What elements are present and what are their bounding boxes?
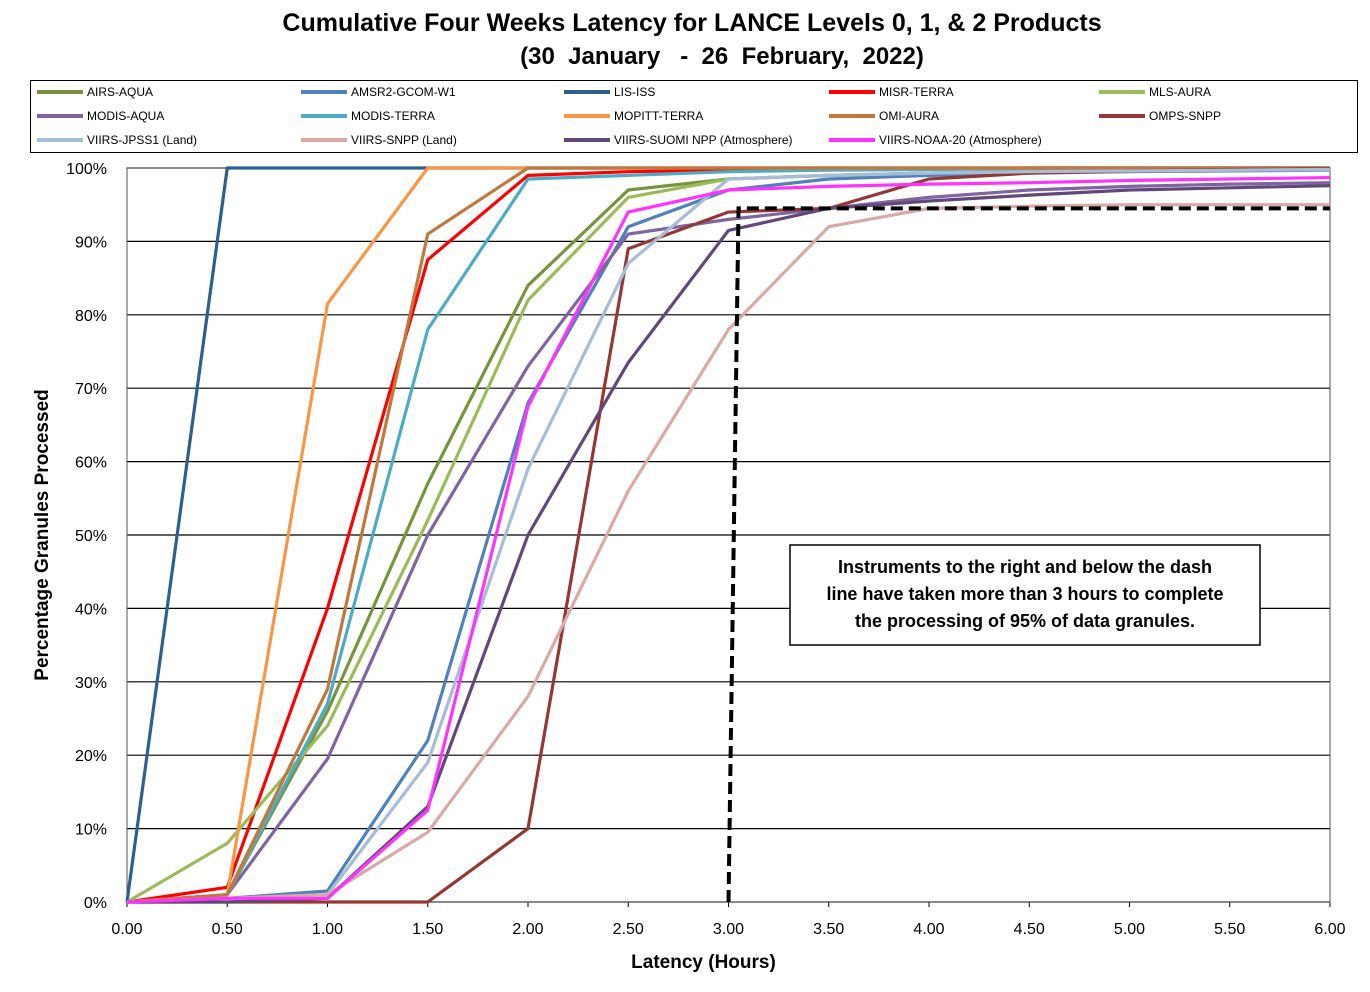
x-tick-label: 5.00	[1114, 921, 1145, 938]
legend-label: OMPS-SNPP	[1149, 109, 1222, 123]
x-tick-label: 5.50	[1214, 921, 1245, 938]
legend-swatch	[37, 90, 83, 94]
legend-label: MLS-AURA	[1149, 85, 1212, 99]
annotation-box	[789, 544, 1261, 646]
legend-swatch	[829, 90, 875, 94]
y-tick-label: 90%	[75, 234, 107, 251]
legend-swatch	[564, 90, 610, 94]
chart-subtitle: (30 January - 26 February, 2022)	[520, 43, 924, 70]
legend-swatch	[564, 138, 610, 142]
legend-item: VIIRS-NOAA-20 (Atmosphere)	[829, 130, 1042, 150]
legend-item: MISR-TERRA	[829, 82, 954, 102]
legend-item: AMSR2-GCOM-W1	[301, 82, 456, 102]
legend-swatch	[564, 114, 610, 118]
legend-swatch	[1099, 114, 1145, 118]
x-tick-label: 4.00	[913, 921, 944, 938]
x-tick-label: 6.00	[1314, 921, 1345, 938]
annotation-text-line: the processing of 95% of data granules.	[855, 611, 1195, 631]
legend-label: MODIS-AQUA	[87, 109, 165, 123]
legend-swatch	[37, 138, 83, 142]
x-tick-label: 4.50	[1014, 921, 1045, 938]
legend-swatch	[301, 114, 347, 118]
y-tick-label: 30%	[75, 675, 107, 692]
series-line-viirs-suomi-npp-atmosphere-	[127, 184, 1331, 904]
series-line-omi-aura	[126, 166, 1330, 904]
threshold-dashed-line	[726, 206, 1330, 903]
y-tick-label: 100%	[66, 161, 107, 178]
legend-swatch	[829, 114, 875, 118]
legend-swatch	[301, 138, 347, 142]
legend-label: VIIRS-SUOMI NPP (Atmosphere)	[614, 133, 793, 147]
legend-item: OMPS-SNPP	[1099, 106, 1221, 126]
series-line-modis-aqua	[126, 181, 1331, 904]
legend-label: AIRS-AQUA	[87, 85, 154, 99]
annotation-text-line: line have taken more than 3 hours to com…	[826, 584, 1223, 604]
x-axis-label: Latency (Hours)	[631, 952, 776, 973]
legend-label: MISR-TERRA	[879, 85, 954, 99]
x-tick-label: 1.00	[312, 921, 343, 938]
x-tick-label: 1.50	[412, 921, 443, 938]
series-line-viirs-noaa-20-atmosphere-	[126, 175, 1331, 904]
legend-label: LIS-ISS	[614, 85, 656, 99]
annotation-text-line: Instruments to the right and below the d…	[838, 557, 1212, 577]
legend-item: VIIRS-SUOMI NPP (Atmosphere)	[564, 130, 793, 150]
y-tick-label: 40%	[75, 601, 107, 618]
x-tick-label: 2.00	[512, 921, 543, 938]
legend-label: OMI-AURA	[879, 109, 939, 123]
legend-item: VIIRS-SNPP (Land)	[301, 130, 457, 150]
y-tick-label: 60%	[75, 455, 107, 472]
y-tick-label: 10%	[75, 822, 107, 839]
legend-swatch	[301, 90, 347, 94]
x-tick-label: 0.00	[111, 921, 142, 938]
legend-label: VIIRS-JPSS1 (Land)	[87, 133, 198, 147]
legend-label: AMSR2-GCOM-W1	[351, 85, 456, 99]
legend-swatch	[1099, 90, 1145, 94]
y-tick-label: 50%	[75, 528, 107, 545]
legend-item: VIIRS-JPSS1 (Land)	[37, 130, 197, 150]
series-line-viirs-snpp-land-	[126, 203, 1330, 904]
y-tick-label: 0%	[84, 895, 107, 912]
legend-label: MOPITT-TERRA	[614, 109, 704, 123]
x-tick-label: 3.50	[813, 921, 844, 938]
chart-title: Cumulative Four Weeks Latency for LANCE …	[282, 9, 1102, 37]
legend-item: MLS-AURA	[1099, 82, 1211, 102]
x-tick-label: 0.50	[212, 921, 243, 938]
y-tick-label: 80%	[75, 308, 107, 325]
legend-swatch	[37, 114, 83, 118]
y-axis-label: Percentage Granules Processed	[32, 389, 53, 680]
legend-label: VIIRS-NOAA-20 (Atmosphere)	[879, 133, 1042, 147]
x-tick-label: 3.00	[713, 921, 744, 938]
legend-item: MODIS-TERRA	[301, 106, 435, 126]
legend-label: MODIS-TERRA	[351, 109, 435, 123]
chart-legend: AIRS-AQUA AMSR2-GCOM-W1 LIS-ISS MISR-TERRA M…	[30, 80, 1358, 153]
legend-swatch	[829, 138, 875, 142]
legend-item: OMI-AURA	[829, 106, 939, 126]
y-tick-label: 70%	[75, 381, 107, 398]
legend-item: LIS-ISS	[564, 82, 655, 102]
legend-item: MODIS-AQUA	[37, 106, 164, 126]
legend-item: AIRS-AQUA	[37, 82, 153, 102]
legend-label: VIIRS-SNPP (Land)	[351, 133, 457, 147]
legend-item: MOPITT-TERRA	[564, 106, 703, 126]
x-tick-label: 2.50	[613, 921, 644, 938]
y-tick-label: 20%	[75, 748, 107, 765]
